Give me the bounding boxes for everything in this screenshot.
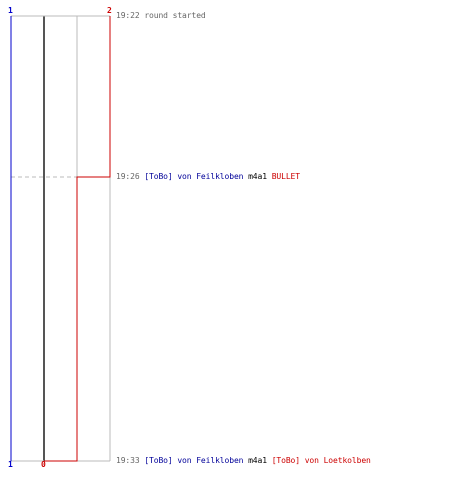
log-time: 19:22 — [116, 11, 140, 20]
killer-clan-tag: [ToBo] — [144, 172, 173, 181]
log-message: round started — [144, 11, 206, 20]
log-time: 19:33 — [116, 456, 140, 465]
red-score-top: 2 — [107, 6, 112, 15]
log-entry-kill-2: 19:33 [ToBo] von Feilkloben m4a1 [ToBo] … — [116, 456, 371, 466]
log-entry-round-start: 19:22 round started — [116, 11, 206, 21]
red-score-bottom: 0 — [41, 460, 46, 469]
killer-name: von Feilkloben — [177, 172, 244, 181]
weapon-name: m4a1 — [248, 172, 267, 181]
blue-score-bottom: 1 — [8, 460, 13, 469]
red-score-line — [44, 16, 111, 462]
log-time: 19:26 — [116, 172, 140, 181]
blue-score-top: 1 — [8, 6, 13, 15]
log-entry-kill-1: 19:26 [ToBo] von Feilkloben m4a1 BULLET — [116, 172, 300, 182]
victim-clan-tag: [ToBo] — [271, 456, 300, 465]
killer-clan-tag: [ToBo] — [144, 456, 173, 465]
victim-name: von Loetkolben — [304, 456, 371, 465]
killer-name: von Feilkloben — [177, 456, 244, 465]
weapon-name: m4a1 — [248, 456, 267, 465]
victim-name: BULLET — [271, 172, 300, 181]
